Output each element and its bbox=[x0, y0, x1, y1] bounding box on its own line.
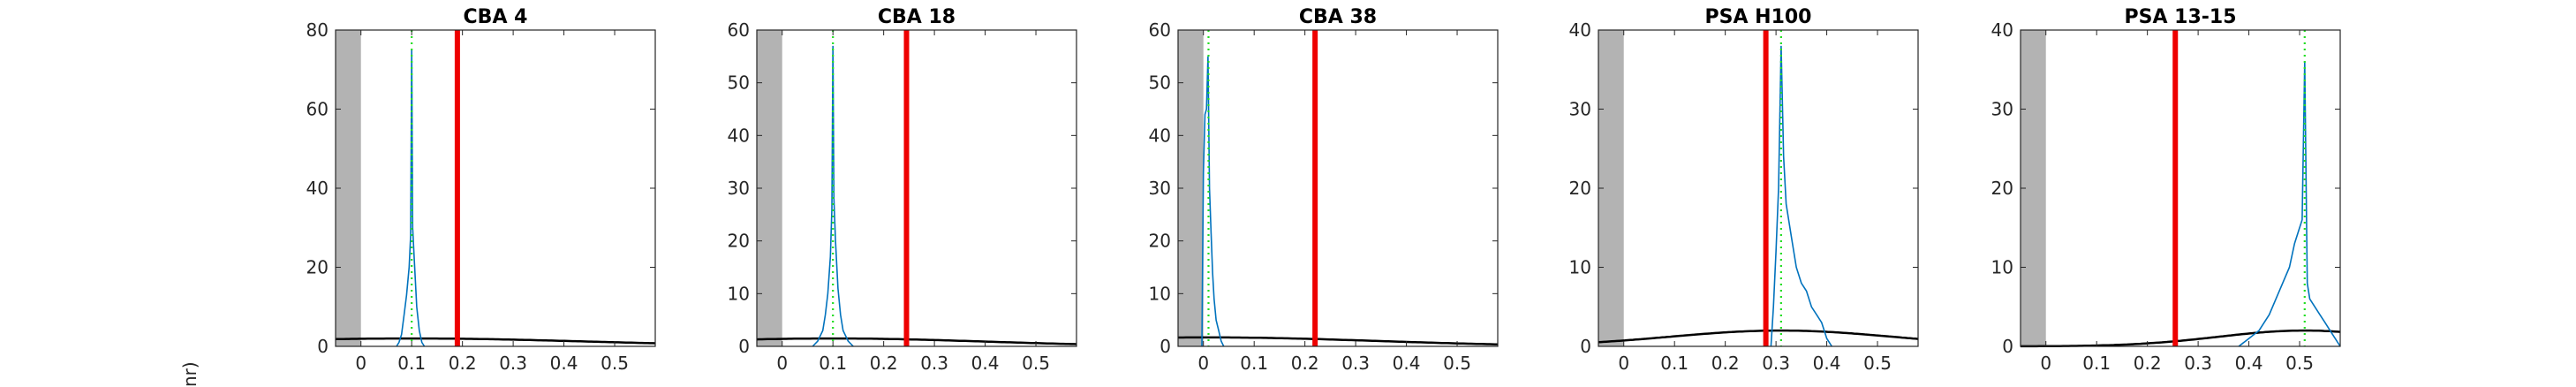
histogram-series bbox=[1201, 56, 1225, 347]
panel-title: CBA 38 bbox=[1299, 6, 1377, 28]
x-tick-label: 0.5 bbox=[2285, 353, 2314, 374]
x-tick-label: 0.5 bbox=[601, 353, 629, 374]
plot-area bbox=[1178, 30, 1498, 346]
y-tick-label: 30 bbox=[1569, 99, 1591, 120]
x-tick-label: 0.1 bbox=[819, 353, 847, 374]
x-tick-label: 0.4 bbox=[971, 353, 1000, 374]
chart-panel-1: 0 0.1 0.2 0.3 0.4 0.5 0 20 40 60 80 CBA 4 bbox=[306, 6, 656, 374]
x-tick-label: 0.2 bbox=[1291, 353, 1319, 374]
x-tick-label: 0.2 bbox=[870, 353, 898, 374]
gaussian-curve bbox=[756, 337, 1077, 345]
plot-area bbox=[757, 30, 1076, 346]
y-tick-label: 20 bbox=[1991, 178, 2013, 199]
y-tick-label: 80 bbox=[306, 19, 329, 41]
x-tick-label: 0.4 bbox=[1813, 353, 1841, 374]
panel-title: PSA H100 bbox=[1705, 6, 1812, 28]
x-tick-label: 0.2 bbox=[449, 353, 477, 374]
y-tick-label: 10 bbox=[1149, 283, 1171, 304]
plot-area bbox=[2021, 30, 2340, 346]
x-tick-label: 0.2 bbox=[1711, 353, 1740, 374]
x-tick-label: 0.3 bbox=[2184, 353, 2212, 374]
x-tick-label: 0.4 bbox=[1393, 353, 1421, 374]
y-tick-label: 0 bbox=[1580, 336, 1591, 357]
x-tick-label: 0 bbox=[2040, 353, 2051, 374]
plot-area bbox=[336, 30, 655, 346]
chart-panel-4: 0 0.1 0.2 0.3 0.4 0.5 0 10 20 30 40 PSA H100 bbox=[1569, 6, 1919, 374]
x-tick-label: 0.1 bbox=[1240, 353, 1268, 374]
y-tick-label: 50 bbox=[1149, 72, 1171, 94]
x-tick-label: 0.1 bbox=[1660, 353, 1688, 374]
y-tick-label: 0 bbox=[1160, 336, 1171, 357]
gaussian-curve bbox=[1598, 329, 1919, 344]
x-tick-label: 0 bbox=[1618, 353, 1629, 374]
y-tick-label: 30 bbox=[1991, 99, 2013, 120]
x-tick-label: 0.5 bbox=[1863, 353, 1892, 374]
y-tick-label: 40 bbox=[1569, 19, 1591, 41]
chart-panel-5: 0 0.1 0.2 0.3 0.4 0.5 0 10 20 30 40 PSA 13-15 bbox=[1991, 6, 2341, 374]
y-tick-label: 10 bbox=[728, 283, 750, 304]
y-tick-label: 0 bbox=[738, 336, 750, 357]
y-tick-label: 20 bbox=[728, 231, 750, 252]
y-tick-label: 20 bbox=[1149, 231, 1171, 252]
x-tick-label: 0.5 bbox=[1022, 353, 1050, 374]
y-tick-label: 0 bbox=[317, 336, 329, 357]
y-tick-label: 60 bbox=[728, 19, 750, 41]
plot-area bbox=[1598, 30, 1918, 346]
histogram-series bbox=[812, 45, 854, 347]
y-tick-label: 60 bbox=[306, 99, 329, 120]
y-tick-label: 20 bbox=[1569, 178, 1591, 199]
chart-panel-2: 0 0.1 0.2 0.3 0.4 0.5 0 10 20 30 40 50 60 CBA 18 bbox=[728, 6, 1077, 374]
histogram-series bbox=[1770, 45, 1832, 347]
x-tick-label: 0 bbox=[355, 353, 366, 374]
histogram-series bbox=[2238, 61, 2341, 347]
gaussian-curve bbox=[1178, 336, 1498, 345]
x-tick-label: 0.2 bbox=[2134, 353, 2162, 374]
panel-title: CBA 18 bbox=[878, 6, 956, 28]
y-tick-label: 40 bbox=[1149, 125, 1171, 146]
y-tick-label: 10 bbox=[1569, 257, 1591, 278]
panel-title: PSA 13-15 bbox=[2124, 6, 2236, 28]
y-tick-label: 30 bbox=[1149, 178, 1171, 199]
x-tick-label: 0.4 bbox=[550, 353, 578, 374]
panel-title: CBA 4 bbox=[464, 6, 528, 28]
x-tick-label: 0 bbox=[776, 353, 788, 374]
x-tick-label: 0.1 bbox=[2082, 353, 2111, 374]
x-tick-label: 0.3 bbox=[499, 353, 527, 374]
x-tick-label: 0.4 bbox=[2235, 353, 2263, 374]
x-tick-label: 0.3 bbox=[1341, 353, 1370, 374]
y-tick-label: 40 bbox=[306, 178, 329, 199]
x-tick-label: 0 bbox=[1197, 353, 1209, 374]
y-tick-label: 10 bbox=[1991, 257, 2013, 278]
y-tick-label: 40 bbox=[1991, 19, 2013, 41]
y-tick-label: 0 bbox=[2002, 336, 2013, 357]
y-axis-label-fragment: nr) bbox=[179, 361, 200, 387]
x-tick-label: 0.5 bbox=[1443, 353, 1471, 374]
y-tick-label: 20 bbox=[306, 257, 329, 278]
y-tick-label: 40 bbox=[728, 125, 750, 146]
y-tick-label: 50 bbox=[728, 72, 750, 94]
x-tick-label: 0.3 bbox=[920, 353, 948, 374]
chart-panel-3: 0 0.1 0.2 0.3 0.4 0.5 0 10 20 30 40 50 60 CBA 38 bbox=[1149, 6, 1499, 374]
x-tick-label: 0.3 bbox=[1762, 353, 1790, 374]
y-tick-label: 60 bbox=[1149, 19, 1171, 41]
x-tick-label: 0.1 bbox=[397, 353, 426, 374]
y-tick-label: 30 bbox=[728, 178, 750, 199]
gaussian-curve bbox=[336, 337, 656, 345]
